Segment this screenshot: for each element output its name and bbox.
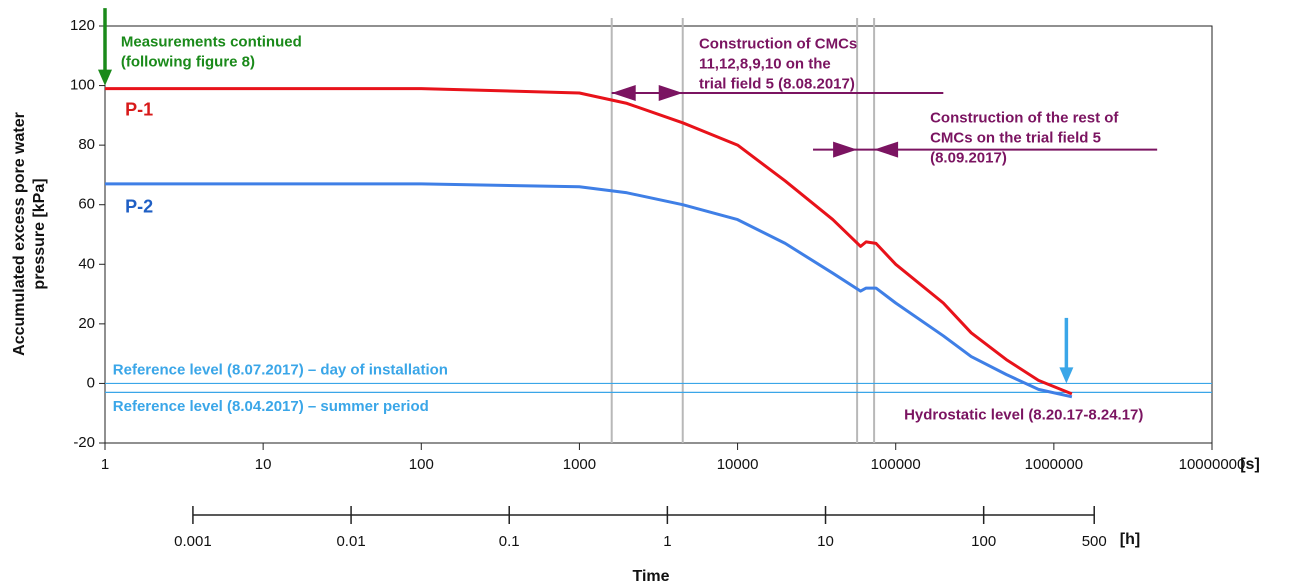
arrow-head bbox=[1059, 367, 1074, 384]
annotation: CMCs on the trial field 5 bbox=[930, 129, 1101, 146]
arrow-head bbox=[833, 141, 858, 158]
plot-frame bbox=[104, 25, 1213, 444]
annotation: (8.09.2017) bbox=[930, 149, 1007, 166]
x-tick-label: 1000000 bbox=[1025, 456, 1083, 473]
x-tick-label: 100000 bbox=[871, 456, 921, 473]
arrow-head bbox=[874, 141, 899, 158]
annotation: Measurements continued bbox=[121, 34, 302, 51]
y-tick-label: 20 bbox=[78, 315, 95, 332]
annotation: trial field 5 (8.08.2017) bbox=[699, 75, 855, 92]
arrow-head bbox=[611, 85, 636, 102]
y-tick-label: 40 bbox=[78, 255, 95, 272]
series-line bbox=[105, 87, 1073, 396]
y-tick-label: 100 bbox=[70, 77, 95, 94]
reference-label: Reference level (8.07.2017) – day of ins… bbox=[113, 361, 448, 378]
reference-label: Reference level (8.04.2017) – summer per… bbox=[113, 398, 429, 415]
y-tick-label: 60 bbox=[78, 196, 95, 213]
x2-tick-label: 1 bbox=[663, 533, 671, 550]
y-tick-label: -20 bbox=[73, 434, 95, 451]
x-tick-label: 1 bbox=[101, 456, 109, 473]
x-tick-label: 10 bbox=[255, 456, 272, 473]
x2-tick-label: 100 bbox=[971, 533, 996, 550]
series-label: P-1 bbox=[125, 99, 153, 119]
x-unit: [s] bbox=[1240, 456, 1260, 473]
annotation: 11,12,8,9,10 on the bbox=[699, 55, 831, 72]
x-tick-label: 1000 bbox=[563, 456, 596, 473]
x2-tick-label: 0.01 bbox=[336, 533, 365, 550]
arrow-head bbox=[658, 85, 683, 102]
annotation: Hydrostatic level (8.20.17-8.24.17) bbox=[904, 406, 1143, 423]
series-label: P-2 bbox=[125, 196, 153, 216]
y-tick-label: 0 bbox=[87, 374, 95, 391]
annotation: Construction of the rest of bbox=[930, 109, 1119, 126]
y-tick-label: 80 bbox=[78, 136, 95, 153]
x-tick-label: 100 bbox=[409, 456, 434, 473]
x-axis-title: Time bbox=[632, 568, 669, 585]
x2-tick-label: 0.1 bbox=[499, 533, 520, 550]
x2-tick-label: 500 bbox=[1082, 533, 1107, 550]
x-tick-label: 10000000 bbox=[1179, 456, 1246, 473]
annotation: Construction of CMCs bbox=[699, 35, 857, 52]
y-axis-title: Accumulated excess pore water pressure [… bbox=[11, 112, 48, 356]
x2-unit: [h] bbox=[1120, 531, 1140, 548]
x2-tick-label: 0.001 bbox=[174, 533, 212, 550]
annotation: (following figure 8) bbox=[121, 54, 255, 71]
arrow-head bbox=[98, 69, 112, 86]
x-tick-label: 10000 bbox=[717, 456, 759, 473]
y-axis-title-line: pressure [kPa] bbox=[31, 178, 48, 289]
y-tick-label: 120 bbox=[70, 17, 95, 34]
series-line bbox=[105, 182, 1073, 399]
x2-tick-label: 10 bbox=[817, 533, 834, 550]
y-axis-title-line: Accumulated excess pore water bbox=[11, 112, 28, 356]
